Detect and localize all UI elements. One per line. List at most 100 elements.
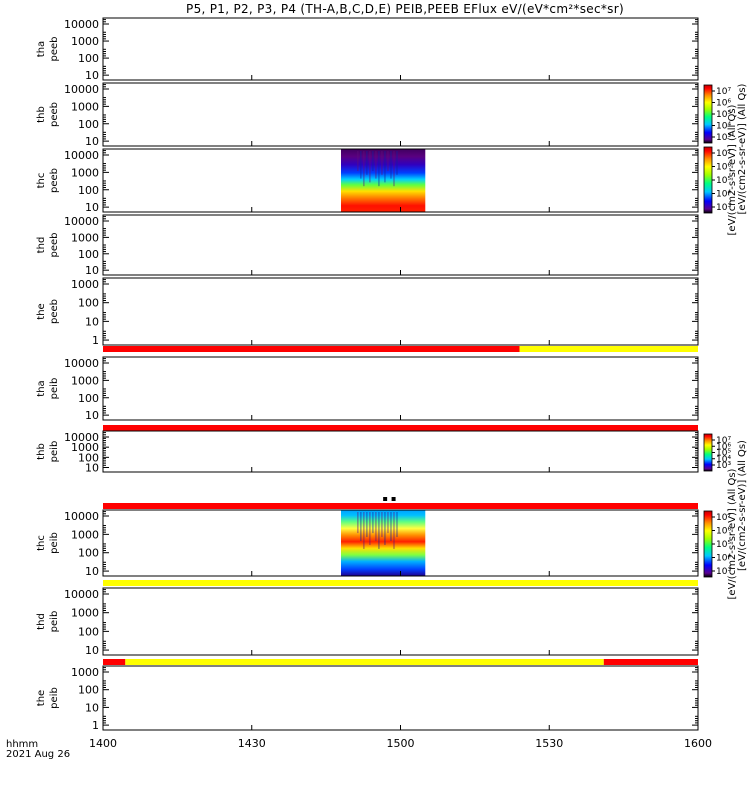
colorbar-top-tick-label: 10⁵ — [716, 176, 731, 186]
flag-segment-red — [103, 346, 520, 352]
panel-product-label: peib — [49, 378, 60, 400]
ytick-label: 1000 — [71, 278, 99, 291]
ytick-label: 100 — [78, 52, 99, 65]
panel-probe-label: tha — [36, 380, 47, 396]
colorbar-top-tick-label: 10⁴ — [716, 122, 731, 132]
ytick-label: 100 — [78, 547, 99, 560]
ytick-label: 1000 — [71, 166, 99, 179]
spectrogram-streaks — [357, 151, 398, 187]
ytick-label: 100 — [78, 184, 99, 197]
flag-segment-red — [103, 659, 126, 665]
marker — [391, 497, 396, 501]
spectrogram-block-thc-peib — [341, 510, 426, 576]
panel-frame-thb-peib — [102, 430, 699, 473]
flag-segment-red — [603, 659, 698, 665]
panel-frame-the-peeb — [102, 277, 699, 346]
xtick-label: 1400 — [89, 737, 117, 750]
ytick-label: 10000 — [64, 149, 99, 162]
colorbar-bottom-gradient — [703, 433, 713, 472]
ytick-label: 100 — [78, 118, 99, 131]
panel-frame-thd-peib — [102, 587, 699, 656]
colorbar-top-gradient — [703, 84, 713, 144]
colorbar-top-tick-label: 10⁵ — [716, 110, 731, 120]
ytick-label: 10 — [85, 461, 99, 474]
colorbar-top-tick-label: 10⁷ — [716, 149, 731, 159]
flag-segment-yellow — [125, 659, 604, 665]
colorbar-bottom-tick-label: 10⁴ — [716, 455, 731, 465]
ytick-label: 10000 — [64, 431, 99, 444]
panel-product-label: peeb — [49, 299, 60, 324]
ytick-label: 10 — [85, 201, 99, 214]
panel-probe-label: thb — [36, 443, 47, 460]
colorbar-top-label-overlay: [eV/(cm2-s-sr-eV)] (All Qs) — [727, 104, 738, 235]
panel-product-label: peib — [49, 441, 60, 463]
marker — [383, 497, 388, 501]
colorbar-bottom-tick-label: 10³ — [716, 461, 731, 471]
ytick-label: 10 — [85, 565, 99, 578]
panel-frame-tha-peib — [102, 356, 699, 421]
flag-segment-red — [103, 503, 698, 509]
colorbar-top-tick-label: 10⁶ — [716, 163, 731, 173]
ytick-label: 10 — [85, 701, 99, 714]
colorbar-top-tick-label: 10⁴ — [716, 190, 731, 200]
panel-frame-thd-peeb — [102, 214, 699, 276]
panel-probe-label: thc — [36, 535, 47, 551]
ytick-label: 100 — [78, 248, 99, 261]
panel-product-label: peeb — [49, 102, 60, 127]
ytick-label: 1000 — [71, 528, 99, 541]
ytick-label: 10000 — [64, 215, 99, 228]
panel-probe-label: thb — [36, 106, 47, 123]
colorbar-top-label: [eV/(cm2-s-sr-eV)] (All Qs) — [737, 83, 748, 214]
flag-segment-yellow — [103, 580, 698, 586]
xtick-label: 1530 — [535, 737, 563, 750]
ytick-label: 1000 — [71, 35, 99, 48]
ytick-label: 10 — [85, 69, 99, 82]
panel-product-label: peeb — [49, 37, 60, 62]
panel-probe-label: the — [36, 690, 47, 706]
ytick-label: 10 — [85, 315, 99, 328]
colorbar-top-tick-label: 10⁷ — [716, 87, 731, 97]
ytick-label: 10000 — [64, 83, 99, 96]
ytick-label: 1000 — [71, 374, 99, 387]
xtick-label: 1600 — [684, 737, 712, 750]
panel-product-label: peeb — [49, 168, 60, 193]
colorbar-bottom-tick-label: 10⁴ — [716, 554, 731, 564]
ytick-label: 10 — [85, 409, 99, 422]
panel-product-label: peib — [49, 532, 60, 554]
ytick-label: 10 — [85, 264, 99, 277]
ytick-label: 100 — [78, 625, 99, 638]
panel-frame-tha-peeb — [102, 17, 699, 81]
ytick-label: 1000 — [71, 607, 99, 620]
spectrogram-block-thc-peeb — [341, 149, 426, 212]
xtick-label: 1500 — [387, 737, 415, 750]
colorbar-top-tick-label: 10⁶ — [716, 99, 731, 109]
ytick-label: 10000 — [64, 588, 99, 601]
panel-probe-label: the — [36, 303, 47, 319]
panel-frame-thb-peeb — [102, 82, 699, 147]
panel-probe-label: tha — [36, 41, 47, 57]
ytick-label: 10000 — [64, 18, 99, 31]
ytick-label: 100 — [78, 451, 99, 464]
time-axis-row-label: hhmm — [6, 739, 39, 750]
flag-segment-yellow — [519, 346, 698, 352]
panel-probe-label: thd — [36, 237, 47, 254]
colorbar-bottom-tick-label: 10⁷ — [716, 513, 731, 523]
colorbar-top-tick-label: 10³ — [716, 203, 731, 213]
colorbar-bottom-gradient — [703, 510, 713, 578]
ytick-label: 1000 — [71, 231, 99, 244]
colorbar-bottom-tick-label: 10⁵ — [716, 449, 731, 459]
ytick-label: 1000 — [71, 100, 99, 113]
flag-segment-red — [103, 425, 698, 431]
colorbar-bottom-tick-label: 10⁶ — [716, 527, 731, 537]
colorbar-bottom-tick-label: 10⁶ — [716, 442, 731, 452]
ytick-label: 10 — [85, 135, 99, 148]
colorbar-bottom-tick-label: 10³ — [716, 567, 731, 577]
spectrogram-streaks — [357, 512, 398, 549]
colorbar-bottom-tick-label: 10⁵ — [716, 540, 731, 550]
ytick-label: 10000 — [64, 357, 99, 370]
time-axis-date: 2021 Aug 26 — [6, 749, 71, 760]
ytick-label: 1 — [92, 334, 99, 347]
ytick-label: 100 — [78, 392, 99, 405]
panel-probe-label: thd — [36, 613, 47, 630]
